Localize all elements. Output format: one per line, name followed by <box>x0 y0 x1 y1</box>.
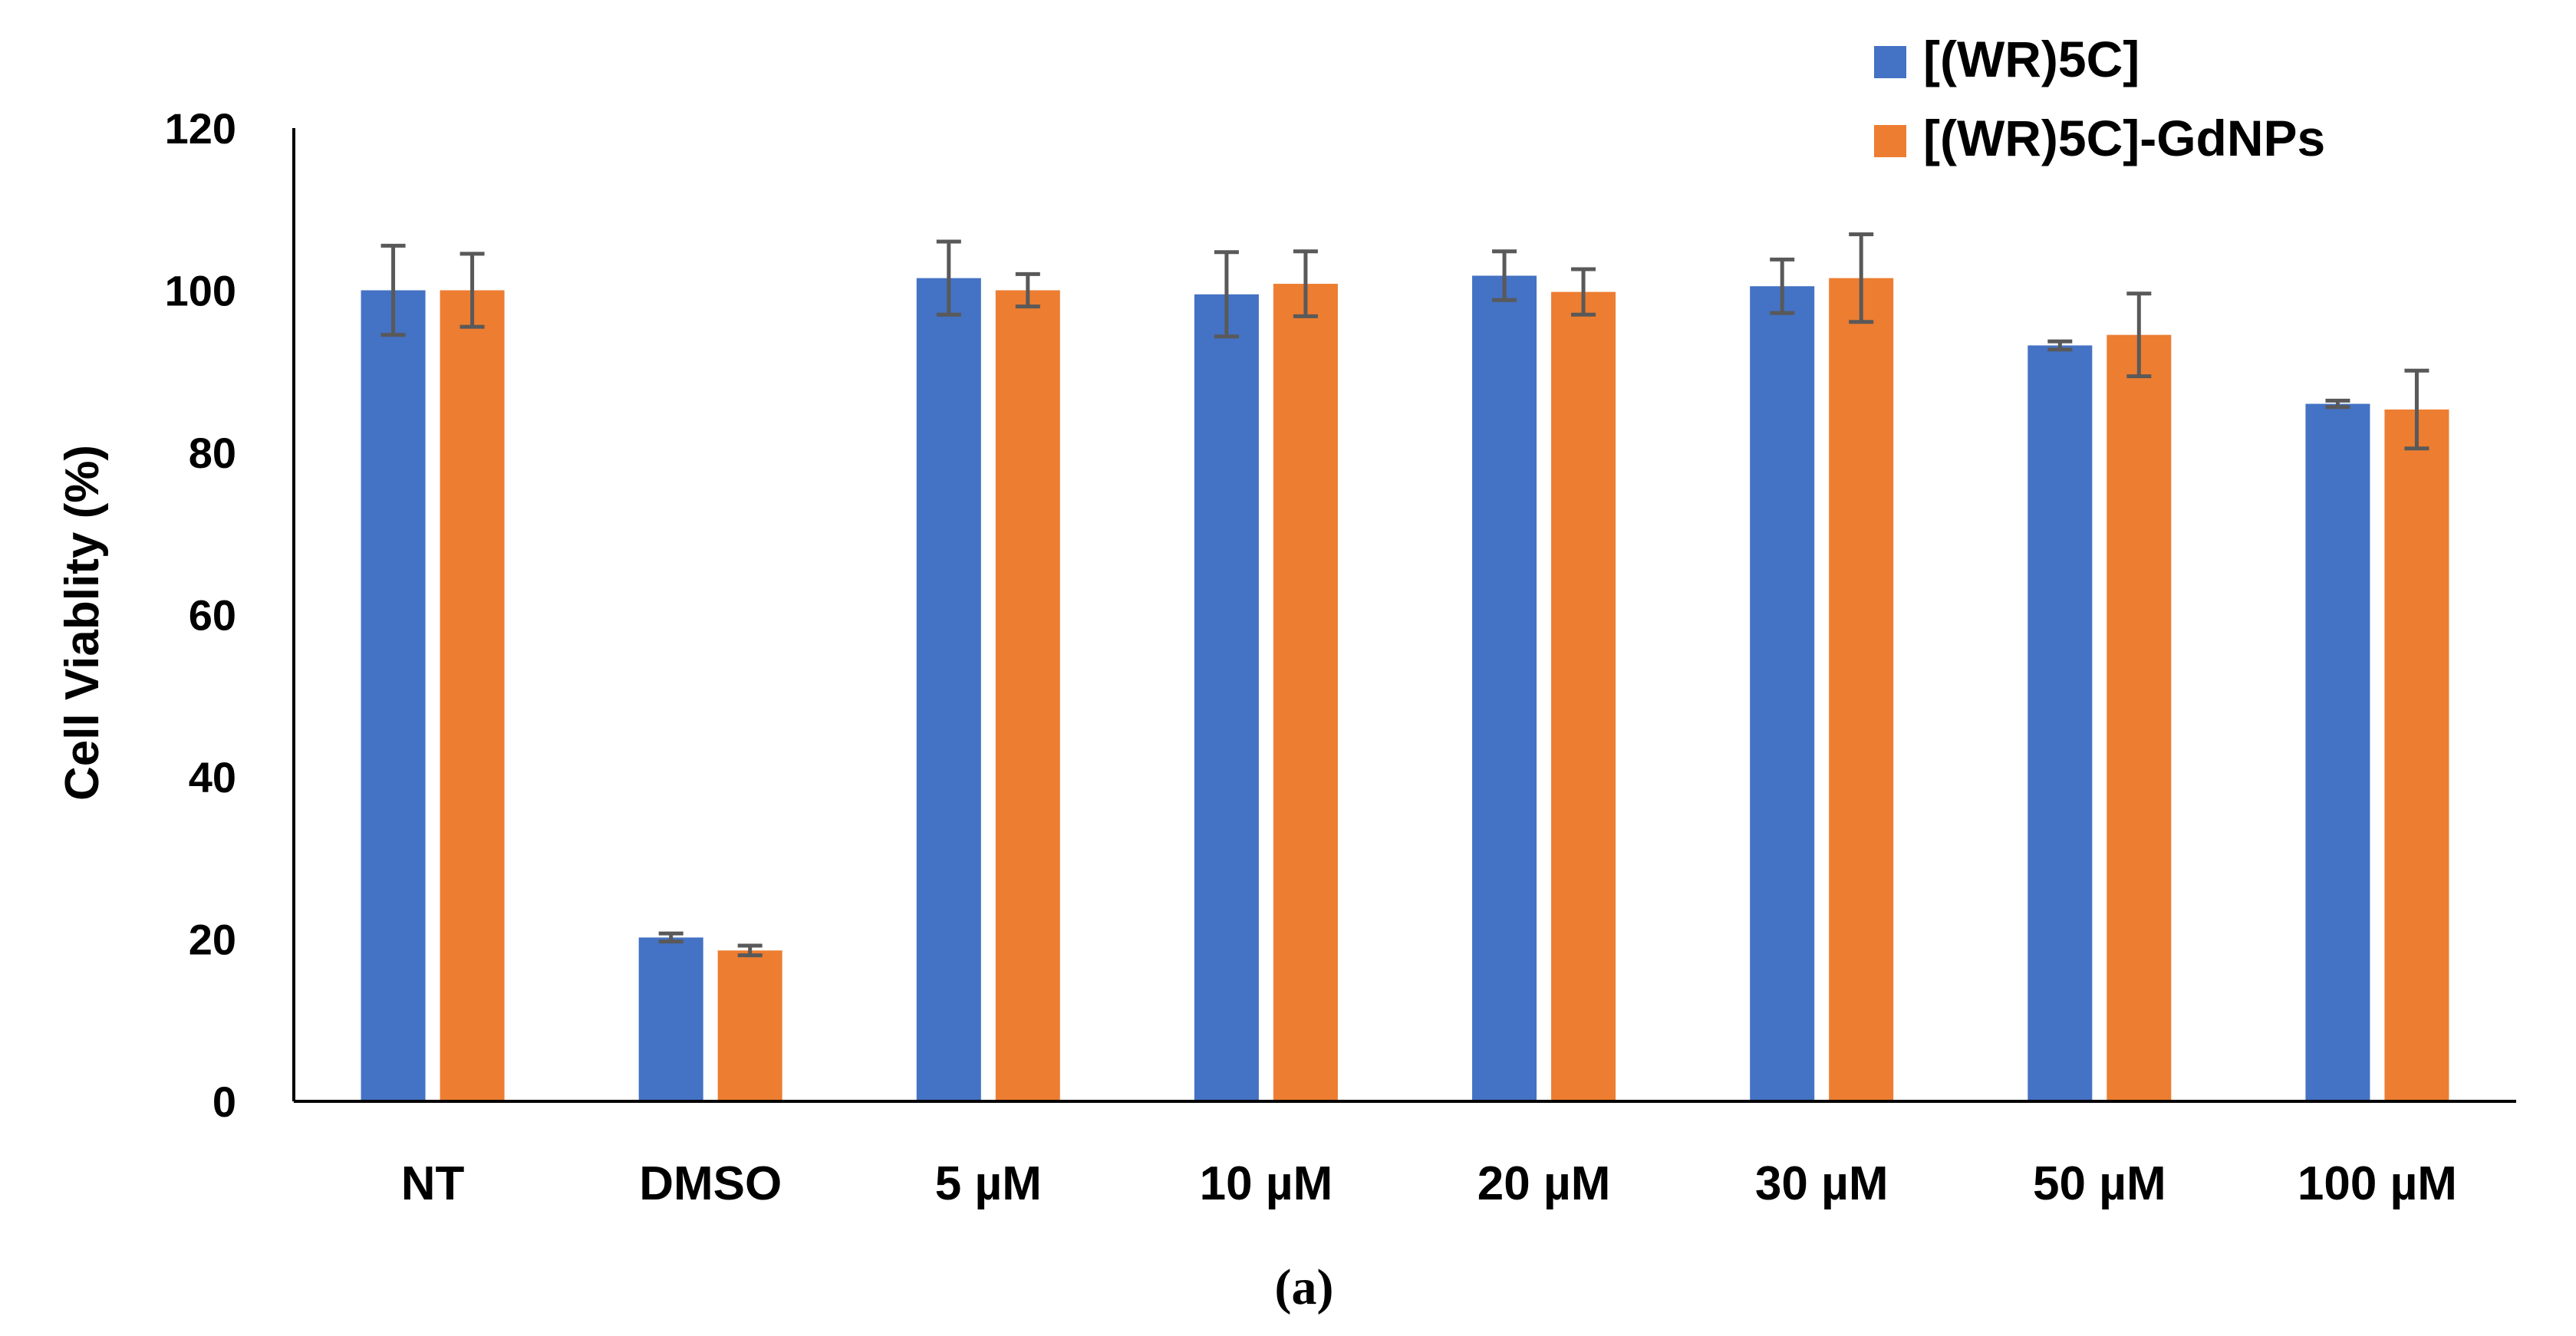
error-bar <box>1214 250 1239 339</box>
x-category-label: 100 µM <box>2298 1157 2457 1210</box>
error-bar <box>2126 291 2152 379</box>
legend-label: [(WR)5C] <box>1923 31 2140 87</box>
error-bar <box>1015 271 1040 309</box>
error-bar <box>1571 267 1596 317</box>
error-bar <box>380 243 406 337</box>
bar-series-1-5-um <box>995 290 1060 1101</box>
y-tick-label: 120 <box>165 104 236 153</box>
y-axis-title: Cell Viablity (%) <box>56 445 109 801</box>
legend-label: [(WR)5C]-GdNPs <box>1923 110 2325 166</box>
error-bar <box>658 931 684 944</box>
bar-series-1-20-um <box>1551 291 1616 1101</box>
x-category-label: 30 µM <box>1755 1157 1889 1210</box>
y-tick-label: 60 <box>189 591 236 640</box>
bar-series-0-5-um <box>916 278 981 1102</box>
bar-series-0-30-um <box>1750 286 1815 1101</box>
y-tick-label: 100 <box>165 267 236 315</box>
legend: [(WR)5C] [(WR)5C]-GdNPs <box>1874 31 2325 166</box>
bar-series-1-30-um <box>1829 278 1894 1102</box>
x-category-label: 50 µM <box>2033 1157 2166 1210</box>
bar-series-0-10-um <box>1194 294 1259 1102</box>
bar-series-1-10-um <box>1273 284 1338 1101</box>
y-tick-label: 20 <box>189 916 236 964</box>
figure-caption: (a) <box>1275 1259 1334 1315</box>
bar-series-1-100-um <box>2384 409 2449 1101</box>
y-tick-label: 0 <box>212 1078 236 1126</box>
x-category-label: DMSO <box>639 1157 782 1210</box>
error-bar <box>2325 398 2350 410</box>
bar-series-0-20-um <box>1472 275 1537 1102</box>
y-tick-label: 40 <box>189 753 236 801</box>
x-category-labels: NT DMSO 5 µM 10 µM 20 µM 30 µM 50 µM 100 µM <box>401 1157 2457 1210</box>
y-tick-label: 80 <box>189 429 236 477</box>
bar-series-0-dmso <box>638 937 703 1101</box>
x-category-label: NT <box>401 1157 465 1210</box>
x-category-label: 20 µM <box>1477 1157 1611 1210</box>
bar-series-0-nt <box>361 290 426 1101</box>
bar-series-0-50-um <box>2028 345 2093 1101</box>
y-tick-labels: 0 20 40 60 80 100 120 <box>165 104 236 1126</box>
error-bar <box>936 239 961 317</box>
error-bar <box>2047 339 2073 352</box>
bars-layer <box>361 275 2449 1102</box>
bar-series-0-100-um <box>2305 403 2370 1101</box>
error-bar <box>1849 232 1874 324</box>
legend-swatch <box>1874 125 1906 157</box>
bar-series-1-dmso <box>717 950 782 1101</box>
error-bar <box>1770 257 1795 315</box>
error-bar <box>1293 249 1318 318</box>
error-bar <box>460 252 485 329</box>
legend-swatch <box>1874 46 1906 78</box>
error-bars-layer <box>380 232 2429 958</box>
bar-series-1-50-um <box>2107 334 2172 1102</box>
error-bar <box>2404 368 2429 451</box>
error-bar <box>1492 249 1517 302</box>
error-bar <box>737 943 763 958</box>
x-category-label: 10 µM <box>1200 1157 1333 1210</box>
x-category-label: 5 µM <box>935 1157 1042 1210</box>
bar-series-1-nt <box>440 290 505 1101</box>
